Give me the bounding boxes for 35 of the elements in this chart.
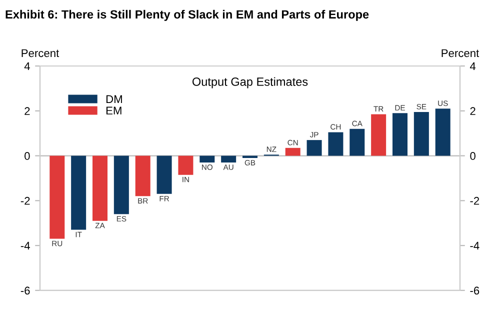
bar [350, 128, 365, 156]
bar [392, 113, 408, 156]
bar [156, 156, 172, 194]
bar [414, 112, 429, 156]
y-axis-title: Percent [22, 49, 60, 58]
y-tick-label: 2 [24, 107, 30, 115]
y2-tick-label: 4 [470, 62, 476, 70]
bar [285, 148, 300, 156]
y2-tick-label: 2 [470, 107, 476, 115]
y2-tick-label: -4 [470, 242, 480, 250]
chart-title: Exhibit 6: There is Still Plenty of Slack in EM and Parts of Europe [6, 10, 369, 21]
y-tick-label: -6 [20, 286, 30, 295]
bar [306, 140, 322, 156]
bar [200, 156, 215, 162]
y-tick-label: 4 [24, 62, 30, 70]
bar [435, 108, 450, 156]
bar [92, 156, 108, 221]
bar [50, 156, 65, 239]
legend-label: EM [106, 106, 122, 114]
text: Output Gap Estimates [192, 77, 308, 88]
y-tick-label: -4 [20, 242, 30, 250]
bar [371, 114, 386, 156]
bar [135, 156, 150, 196]
bar [328, 132, 344, 156]
bar [71, 156, 86, 230]
y2-axis-title: Percent [442, 49, 480, 58]
bar [114, 156, 129, 214]
y2-tick-label: -6 [470, 286, 480, 295]
y-tick-label: 0 [24, 152, 30, 160]
y2-tick-label: -2 [470, 196, 480, 205]
legend-label: DM [106, 95, 122, 103]
bar [178, 156, 194, 175]
bar [221, 156, 236, 162]
y2-tick-label: 0 [470, 152, 476, 160]
y-tick-label: -2 [20, 196, 30, 205]
